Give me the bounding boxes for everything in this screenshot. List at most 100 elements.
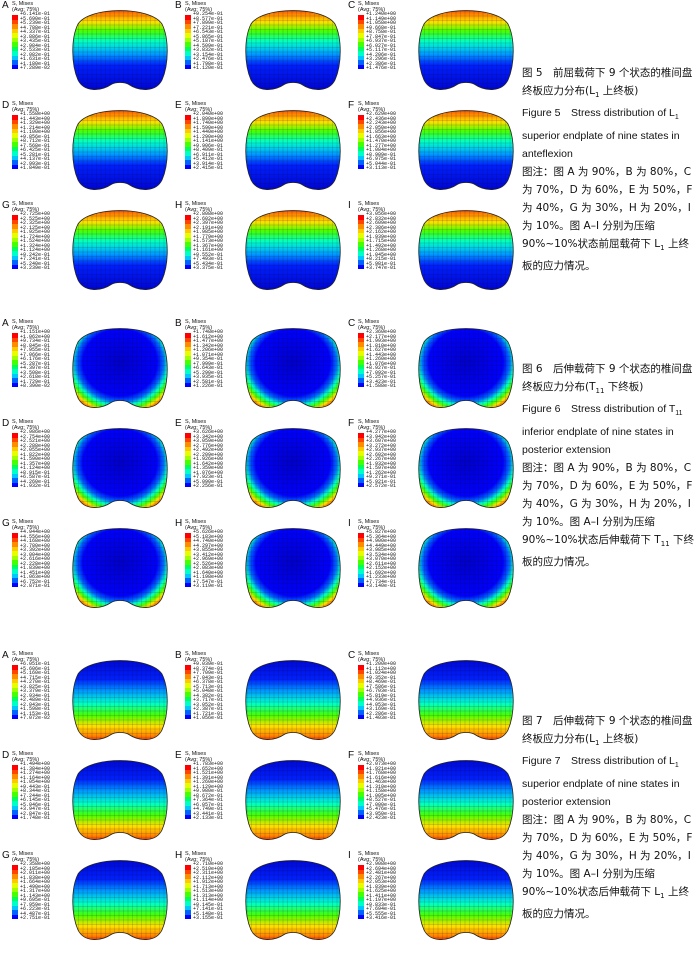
legend-tick-label: +1.114e+00: [193, 897, 224, 903]
color-bar-swatch: [358, 228, 364, 233]
legend-variable: S, Mises: [12, 851, 34, 857]
legend-ticks: +2.710e+00 +2.510e+00 +2.311e+00 +2.112e+00…: [193, 862, 223, 921]
legend-ticks: +1.200e+00 +1.112e+00 +1.024e+00 +9.352e-01…: [366, 662, 396, 721]
legend-variable: S, Mises: [185, 1, 207, 7]
color-bar-swatch: [12, 783, 18, 788]
panel-label: C: [348, 0, 356, 11]
color-bar-swatch: [358, 710, 364, 715]
color-bar-swatch: [12, 342, 18, 347]
legend-tick-label: +1.443e+00: [20, 115, 51, 122]
color-bar-swatch: [12, 160, 18, 165]
color-bar-swatch: [358, 905, 364, 910]
color-bar-swatch: [185, 251, 191, 256]
caption-sub: 11: [595, 387, 605, 396]
legend-tick-label: +4.297e+00: [193, 542, 224, 549]
legend-tick-label: +6.141e-01: [20, 11, 51, 17]
color-bar-swatch: [12, 765, 18, 770]
legend-tick-label: +1.153e-01: [20, 710, 51, 717]
color-bar-swatch: [358, 382, 364, 387]
legend-averaging: (Avg: 75%): [358, 7, 386, 13]
color-bar-swatch: [12, 714, 18, 719]
color-bar-swatch: [185, 473, 191, 478]
legend-tick-label: +4.715e-01: [20, 674, 51, 681]
legend-tick-label: +4.509e-01: [193, 42, 224, 49]
stress-field: [245, 428, 341, 508]
panel-label: G: [2, 200, 10, 211]
legend-tick-label: +1.233e+00: [366, 574, 397, 580]
color-bar-swatch: [185, 342, 191, 347]
legend-tick-label: +7.241e-01: [20, 256, 51, 262]
panel-e: E S, Mises (Avg: 75%) +2.040e+00 +1.890e+00 +…: [173, 100, 344, 196]
legend-header: S, Mises (Avg: 75%): [358, 101, 385, 113]
legend-tick-label: +1.740e+00: [193, 120, 224, 126]
legend-tick-label: +1.839e+00: [366, 883, 397, 890]
legend-tick-label: +3.059e+00: [193, 438, 224, 444]
color-bar-swatch: [358, 15, 364, 20]
color-bar-swatch: [358, 224, 364, 229]
legend-tick-label: +1.524e+00: [20, 238, 51, 244]
legend-tick-label: +1.783e+00: [193, 761, 224, 767]
color-bar-swatch: [12, 582, 18, 587]
color-bar-swatch: [358, 460, 364, 465]
legend-tick-label: +1.856e+00: [366, 129, 397, 135]
color-bar-swatch: [185, 805, 191, 810]
color-bar-swatch: [185, 810, 191, 815]
legend-tick-label: +2.832e+00: [366, 215, 397, 222]
legend-tick-label: +2.053e+00: [366, 879, 397, 885]
color-bar-swatch: [12, 37, 18, 42]
legend-tick-label: +1.058e+00: [366, 20, 397, 26]
color-bar-swatch: [358, 787, 364, 792]
color-bar-swatch: [358, 896, 364, 901]
color-bar-swatch: [12, 778, 18, 783]
legend-tick-label: +5.160e-01: [20, 670, 51, 676]
color-bar-swatch: [358, 155, 364, 160]
legend-tick-label: +1.513e+00: [193, 888, 224, 894]
color-bar: [358, 865, 364, 919]
stress-field: [418, 110, 514, 190]
legend-ticks: +1.151e+00 +1.062e+00 +9.734e-01 +8.845e-01…: [20, 330, 50, 389]
color-bar-swatch: [358, 573, 364, 578]
color-bar-swatch: [185, 24, 191, 29]
stress-field: [245, 860, 341, 940]
legend-tick-label: +9.552e-01: [193, 251, 224, 258]
legend-averaging: (Avg: 75%): [358, 757, 386, 763]
color-bar-swatch: [12, 251, 18, 256]
endplate-contour-plot: [418, 110, 514, 190]
color-bar-swatch: [358, 892, 364, 897]
endplate-contour-plot: [245, 110, 341, 190]
color-bar-swatch: [185, 19, 191, 24]
color-bar-swatch: [185, 683, 191, 688]
legend-tick-label: +7.072e-02: [20, 715, 51, 721]
color-bar-swatch: [358, 360, 364, 365]
legend-tick-label: +1.342e+00: [193, 342, 224, 349]
legend-averaging: (Avg: 75%): [358, 107, 386, 113]
color-bar-swatch: [358, 160, 364, 165]
color-bar-swatch: [358, 369, 364, 374]
color-bar-swatch: [185, 469, 191, 474]
color-bar-swatch: [12, 355, 18, 360]
color-bar-swatch: [185, 783, 191, 788]
legend-tick-label: +1.076e+00: [366, 360, 397, 367]
legend-averaging: (Avg: 75%): [12, 857, 40, 863]
color-bar-swatch: [358, 142, 364, 147]
legend-variable: S, Mises: [358, 651, 380, 657]
color-bar-swatch: [358, 337, 364, 342]
stress-field: [245, 110, 341, 190]
legend-tick-label: +1.124e+00: [20, 465, 51, 471]
color-bar-swatch: [358, 478, 364, 483]
legend-tick-label: +2.112e+00: [193, 874, 224, 881]
panel-label: C: [348, 650, 356, 661]
legend-tick-label: +5.187e-01: [193, 38, 224, 44]
color-bar-swatch: [358, 542, 364, 547]
legend-tick-label: +1.268e+00: [366, 247, 397, 253]
color-bar-swatch: [12, 464, 18, 469]
legend-tick-label: +7.847e-01: [366, 33, 397, 40]
color-bar-swatch: [185, 669, 191, 674]
color-bar-swatch: [12, 469, 18, 474]
legend-tick-label: +1.721e-01: [193, 710, 224, 717]
legend-tick-label: +3.717e-01: [193, 697, 224, 703]
color-bar: [185, 433, 191, 487]
color-bar-swatch: [358, 60, 364, 65]
legend-tick-label: +3.423e-01: [366, 378, 397, 385]
color-bar-swatch: [185, 451, 191, 456]
